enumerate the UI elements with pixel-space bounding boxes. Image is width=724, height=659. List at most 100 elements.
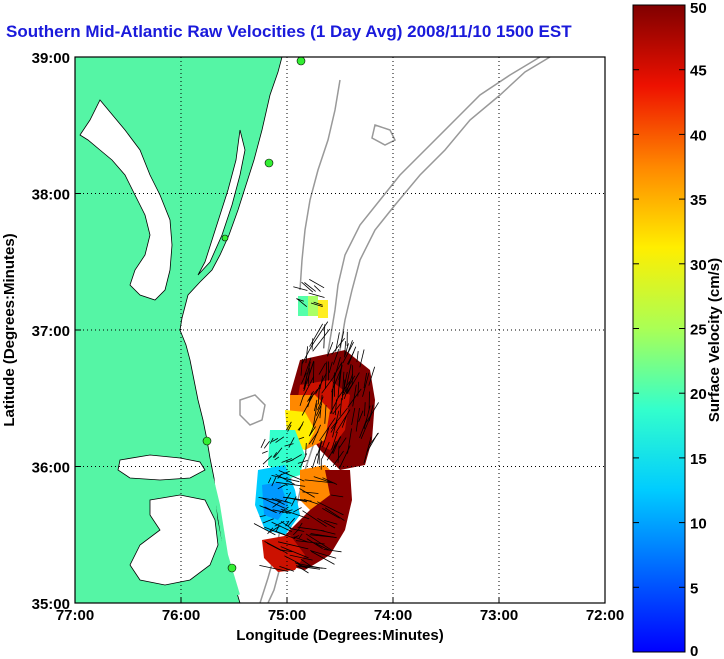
velocity-arrow: [279, 566, 295, 572]
velocity-arrow: [253, 523, 276, 536]
velocity-arrow: [339, 398, 342, 416]
y-axis-label: Latitude (Degrees:Minutes): [1, 233, 18, 426]
velocity-arrow: [307, 390, 314, 402]
velocity-arrow: [323, 324, 326, 349]
velocity-arrow: [309, 323, 324, 347]
velocity-arrow: [303, 364, 314, 392]
x-tick-label: 74:00: [374, 607, 412, 624]
velocity-arrow: [312, 328, 331, 352]
albemarle-sound: [117, 454, 206, 481]
colorbar-tick-label: 30: [690, 257, 707, 274]
velocity-arrow: [311, 551, 335, 565]
velocity-arrow: [319, 417, 336, 442]
velocity-arrow: [314, 399, 318, 412]
velocity-arrow: [290, 454, 302, 462]
colorbar-tick-label: 0: [690, 643, 698, 659]
velocity-arrow: [351, 407, 356, 425]
velocity-arrow: [275, 436, 285, 443]
velocity-arrow: [259, 515, 266, 517]
velocity-arrow: [343, 373, 353, 400]
velocity-arrow: [303, 376, 315, 397]
velocity-arrow: [310, 302, 323, 307]
velocity-arrow: [358, 410, 364, 422]
velocity-arrow: [329, 399, 338, 414]
velocity-arrow: [312, 403, 318, 428]
velocity-arrow: [284, 492, 292, 503]
velocity-arrow: [279, 470, 290, 476]
velocity-arrow: [307, 367, 310, 387]
velocity-arrow: [291, 496, 297, 507]
velocity-arrow: [301, 394, 314, 416]
velocity-patch-north: [298, 296, 328, 318]
y-tick-label: 37:00: [32, 323, 70, 340]
velocity-arrow: [293, 528, 300, 536]
station-marker: [221, 234, 229, 242]
velocity-arrow: [311, 321, 329, 346]
velocity-arrow: [369, 432, 379, 446]
velocity-arrow: [296, 565, 321, 570]
velocity-arrow: [259, 565, 289, 572]
velocity-arrow: [304, 282, 316, 292]
velocity-arrow: [331, 338, 346, 355]
eastern-shore-water: [197, 129, 246, 276]
colorbar-tick-label: 25: [690, 322, 707, 339]
velocity-arrow: [266, 542, 282, 551]
velocity-arrow: [281, 458, 292, 463]
velocity-arrow: [268, 477, 272, 484]
velocity-arrow: [271, 477, 277, 487]
x-tick-label: 73:00: [480, 607, 518, 624]
velocity-arrow: [299, 488, 315, 498]
velocity-arrow: [261, 450, 268, 454]
velocity-arrow: [318, 362, 326, 375]
colorbar-tick-label: 35: [690, 192, 707, 209]
velocity-arrow: [324, 520, 338, 525]
velocity-arrow: [365, 402, 379, 423]
x-tick-label: 77:00: [56, 607, 94, 624]
velocity-arrow: [323, 549, 342, 553]
velocity-arrow: [263, 441, 270, 449]
y-tick-label: 35:00: [32, 596, 70, 613]
velocity-arrow: [311, 424, 321, 445]
velocity-arrow: [328, 361, 333, 374]
velocity-arrow: [319, 375, 324, 390]
colorbar-tick-label: 10: [690, 516, 707, 533]
velocity-arrow: [364, 402, 366, 417]
velocity-arrow: [352, 384, 357, 407]
velocity-arrow: [289, 527, 305, 532]
velocity-arrow: [355, 408, 360, 432]
velocity-arrow: [298, 533, 303, 539]
velocity-arrow: [264, 526, 286, 536]
velocity-arrow: [306, 538, 323, 549]
velocity-arrow: [319, 394, 323, 419]
velocity-arrow: [260, 438, 266, 448]
x-axis-ticks: 77:00 76:00 75:00 74:00 73:00 72:00: [56, 597, 624, 624]
velocity-arrow: [359, 349, 365, 368]
velocity-arrow: [262, 518, 274, 524]
velocity-arrow: [269, 525, 281, 533]
velocity-arrow: [274, 456, 280, 461]
station-marker: [296, 57, 306, 66]
velocity-arrow: [273, 447, 283, 458]
velocity-arrow: [303, 357, 312, 378]
velocity-arrow: [339, 331, 345, 349]
velocity-arrow: [296, 297, 308, 308]
velocity-arrow: [333, 362, 342, 377]
velocity-arrow: [308, 292, 325, 298]
velocity-arrow: [363, 372, 367, 389]
velocity-arrow: [280, 546, 309, 559]
velocity-arrow: [331, 431, 338, 450]
velocity-arrow: [313, 301, 323, 306]
y-tick-label: 38:00: [32, 187, 70, 204]
velocity-arrow: [261, 497, 285, 509]
velocity-vectors: [253, 279, 379, 574]
velocity-arrow: [331, 494, 344, 498]
velocity-arrow: [344, 341, 346, 358]
station-marker: [264, 158, 274, 168]
velocity-arrow: [322, 427, 330, 448]
velocity-arrow: [293, 286, 308, 291]
velocity-arrow: [315, 403, 323, 416]
velocity-arrow: [305, 346, 308, 364]
velocity-arrow: [332, 403, 341, 415]
velocity-arrow: [321, 441, 330, 459]
